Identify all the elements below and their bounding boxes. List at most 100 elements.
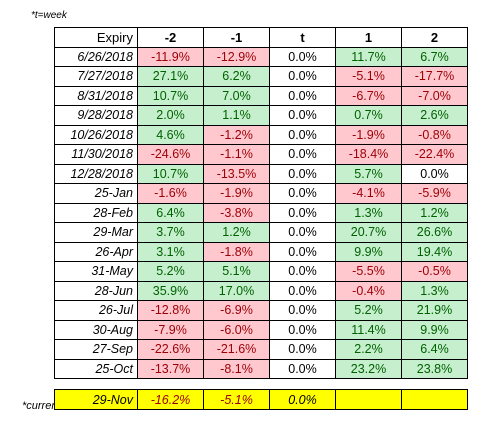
value-cell: 5.7% (335, 163, 402, 184)
value-cell: 11.7% (335, 46, 402, 67)
expiry-cell: 30-Aug (54, 319, 138, 340)
value-cell: -7.0% (401, 85, 468, 106)
value-cell: -1.9% (335, 124, 402, 145)
header-expiry: Expiry (54, 27, 138, 48)
table-row: 26-Apr 3.1% -1.8% 0.0% 9.9% 19.4% (54, 241, 468, 262)
week-note: *t=week (31, 10, 67, 21)
value-cell: 5.2% (137, 261, 204, 282)
table-row: 28-Feb 6.4% -3.8% 0.0% 1.3% 1.2% (54, 202, 468, 223)
expiry-cell: 28-Feb (54, 202, 138, 223)
value-cell: -7.9% (137, 319, 204, 340)
value-cell: 10.7% (137, 85, 204, 106)
value-cell: -18.4% (335, 144, 402, 165)
value-cell: 2.0% (137, 105, 204, 126)
current-value (401, 389, 468, 410)
table-row: 6/26/2018 -11.9% -12.9% 0.0% 11.7% 6.7% (54, 46, 468, 67)
table-row: 26-Jul -12.8% -6.9% 0.0% 5.2% 21.9% (54, 300, 468, 321)
current-value: -5.1% (203, 389, 270, 410)
value-cell: -4.1% (335, 183, 402, 204)
value-cell: -1.8% (203, 241, 270, 262)
current-value: 0.0% (269, 389, 336, 410)
value-cell: 0.0% (269, 124, 336, 145)
value-cell: 0.0% (269, 163, 336, 184)
value-cell: 0.0% (269, 300, 336, 321)
table-row: 10/26/2018 4.6% -1.2% 0.0% -1.9% -0.8% (54, 124, 468, 145)
value-cell: 10.7% (137, 163, 204, 184)
value-cell: 3.1% (137, 241, 204, 262)
expiry-cell: 12/28/2018 (54, 163, 138, 184)
expiry-cell: 8/31/2018 (54, 85, 138, 106)
value-cell: 0.0% (269, 339, 336, 360)
value-cell: 0.0% (269, 358, 336, 379)
table-row: 11/30/2018 -24.6% -1.1% 0.0% -18.4% -22.4% (54, 144, 468, 165)
value-cell: 1.3% (401, 280, 468, 301)
value-cell: 0.0% (269, 66, 336, 87)
expiry-cell: 31-May (54, 261, 138, 282)
value-cell: -0.8% (401, 124, 468, 145)
value-cell: -5.9% (401, 183, 468, 204)
value-cell: 2.2% (335, 339, 402, 360)
value-cell: 0.0% (269, 46, 336, 67)
value-cell: -17.7% (401, 66, 468, 87)
header-week-plus-2: 2 (401, 27, 468, 48)
value-cell: 0.0% (401, 163, 468, 184)
value-cell: 1.3% (335, 202, 402, 223)
value-cell: 23.2% (335, 358, 402, 379)
table-row: 30-Aug -7.9% -6.0% 0.0% 11.4% 9.9% (54, 319, 468, 340)
value-cell: -12.8% (137, 300, 204, 321)
value-cell: 0.7% (335, 105, 402, 126)
value-cell: 9.9% (401, 319, 468, 340)
current-value (335, 389, 402, 410)
value-cell: -21.6% (203, 339, 270, 360)
value-cell: 3.7% (137, 222, 204, 243)
table-row: 9/28/2018 2.0% 1.1% 0.0% 0.7% 2.6% (54, 105, 468, 126)
value-cell: -1.6% (137, 183, 204, 204)
table-row: 25-Jan -1.6% -1.9% 0.0% -4.1% -5.9% (54, 183, 468, 204)
current-expiry: 29-Nov (54, 389, 138, 410)
expiry-cell: 25-Jan (54, 183, 138, 204)
value-cell: -5.1% (335, 66, 402, 87)
value-cell: 0.0% (269, 183, 336, 204)
value-cell: 9.9% (335, 241, 402, 262)
value-cell: 0.0% (269, 319, 336, 340)
value-cell: 1.1% (203, 105, 270, 126)
expiry-cell: 6/26/2018 (54, 46, 138, 67)
value-cell: 27.1% (137, 66, 204, 87)
header-week-t: t (269, 27, 336, 48)
value-cell: 0.0% (269, 202, 336, 223)
table-row: 7/27/2018 27.1% 6.2% 0.0% -5.1% -17.7% (54, 66, 468, 87)
value-cell: 20.7% (335, 222, 402, 243)
header-week-minus-1: -1 (203, 27, 270, 48)
value-cell: 7.0% (203, 85, 270, 106)
header-week-minus-2: -2 (137, 27, 204, 48)
value-cell: 5.2% (335, 300, 402, 321)
expiry-cell: 28-Jun (54, 280, 138, 301)
value-cell: 6.4% (137, 202, 204, 223)
value-cell: -22.4% (401, 144, 468, 165)
value-cell: 23.8% (401, 358, 468, 379)
value-cell: 1.2% (401, 202, 468, 223)
value-cell: 0.0% (269, 222, 336, 243)
expiry-cell: 7/27/2018 (54, 66, 138, 87)
value-cell: 2.6% (401, 105, 468, 126)
table-row: 12/28/2018 10.7% -13.5% 0.0% 5.7% 0.0% (54, 163, 468, 184)
value-cell: 0.0% (269, 144, 336, 165)
table-row: 8/31/2018 10.7% 7.0% 0.0% -6.7% -7.0% (54, 85, 468, 106)
value-cell: 21.9% (401, 300, 468, 321)
value-cell: 0.0% (269, 261, 336, 282)
value-cell: 26.6% (401, 222, 468, 243)
value-cell: -1.2% (203, 124, 270, 145)
expiry-cell: 25-Oct (54, 358, 138, 379)
value-cell: -13.7% (137, 358, 204, 379)
value-cell: -0.5% (401, 261, 468, 282)
expiry-cell: 29-Mar (54, 222, 138, 243)
value-cell: 19.4% (401, 241, 468, 262)
current-value: -16.2% (137, 389, 204, 410)
value-cell: -1.9% (203, 183, 270, 204)
value-cell: -22.6% (137, 339, 204, 360)
value-cell: 6.4% (401, 339, 468, 360)
expiry-cell: 27-Sep (54, 339, 138, 360)
value-cell: -1.1% (203, 144, 270, 165)
value-cell: -11.9% (137, 46, 204, 67)
header-row: Expiry -2 -1 t 1 2 (54, 27, 468, 48)
